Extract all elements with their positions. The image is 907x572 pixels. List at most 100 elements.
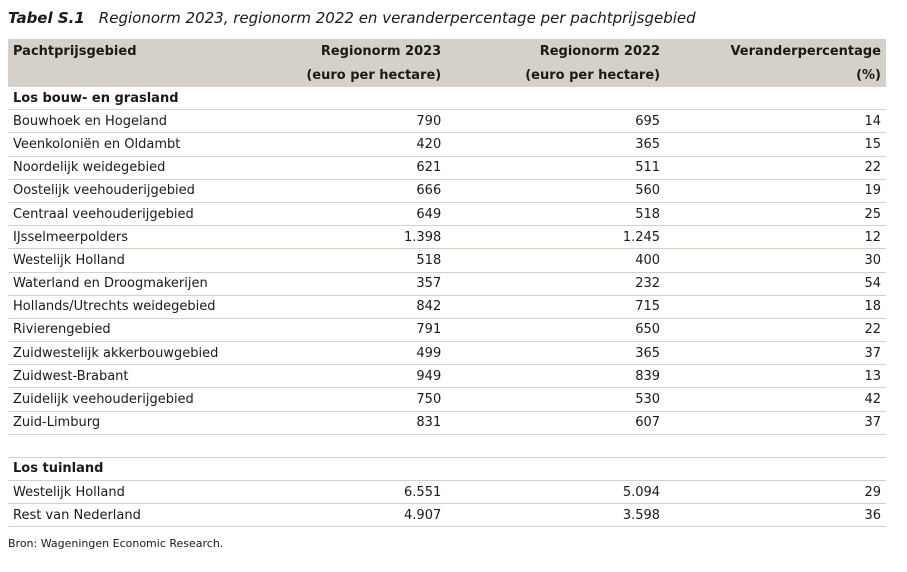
section-title: Los bouw- en grasland [8,87,886,111]
table-number: Tabel S.1 [8,9,85,27]
cell-regionorm-2023: 420 [244,132,447,157]
cell-region: Hollands/Utrechts weidegebied [8,295,245,319]
cell-region: Zuidelijk veehouderijgebied [8,387,245,412]
cell-regionorm-2022: 530 [446,387,666,412]
section-title-row: Los tuinland [8,457,886,482]
cell-percentage: 54 [665,272,886,296]
table-caption: Tabel S.1 Regionorm 2023, regionorm 2022 … [8,9,696,27]
table-row: Veenkoloniën en Oldambt 420 365 15 [8,132,886,157]
header-row-1: Pachtprijsgebied Regionorm 2023 Regionor… [8,39,886,63]
cell-regionorm-2023: 1.398 [244,225,447,250]
header-region-sub [8,63,245,87]
cell-regionorm-2022: 232 [446,272,666,296]
table-body: Los bouw- en grasland Bouwhoek en Hogela… [8,87,886,528]
cell-regionorm-2023: 4.907 [244,503,447,528]
cell-regionorm-2022: 1.245 [446,225,666,250]
cell-regionorm-2023: 518 [244,248,447,273]
cell-regionorm-2022: 560 [446,179,666,203]
cell-region: Zuid-Limburg [8,411,245,435]
cell-regionorm-2022: 650 [446,318,666,343]
cell-regionorm-2023: 750 [244,387,447,412]
table-row: Zuidelijk veehouderijgebied 750 530 42 [8,387,886,412]
header-pct-unit: (%) [665,63,886,87]
table-row: Hollands/Utrechts weidegebied 842 715 18 [8,295,886,319]
cell-regionorm-2023: 357 [244,272,447,296]
cell-region: Rivierengebied [8,318,245,343]
cell-regionorm-2023: 6.551 [244,480,447,505]
table-row: Centraal veehouderijgebied 649 518 25 [8,202,886,227]
table-row: Zuid-Limburg 831 607 37 [8,411,886,435]
cell-regionorm-2022: 839 [446,364,666,389]
source-note: Bron: Wageningen Economic Research. [8,537,224,550]
cell-percentage: 22 [665,318,886,343]
cell-regionorm-2022: 365 [446,341,666,366]
cell-percentage: 42 [665,387,886,412]
cell-region: Noordelijk weidegebied [8,156,245,180]
table-row: Rest van Nederland 4.907 3.598 36 [8,503,886,528]
spacer-cell [8,434,886,458]
header-2022: Regionorm 2022 [446,39,666,63]
cell-percentage: 36 [665,503,886,528]
table-row: Noordelijk weidegebied 621 511 22 [8,156,886,180]
cell-regionorm-2023: 791 [244,318,447,343]
cell-regionorm-2023: 499 [244,341,447,366]
cell-regionorm-2022: 695 [446,109,666,134]
section-title: Los tuinland [8,457,886,482]
cell-percentage: 22 [665,156,886,180]
cell-region: Zuidwest-Brabant [8,364,245,389]
cell-percentage: 30 [665,248,886,273]
header-row-2: (euro per hectare) (euro per hectare) (%… [8,63,886,87]
header-2023-unit: (euro per hectare) [244,63,447,87]
table-row: Zuidwestelijk akkerbouwgebied 499 365 37 [8,341,886,366]
table-row: Westelijk Holland 6.551 5.094 29 [8,480,886,505]
header-2022-unit: (euro per hectare) [446,63,666,87]
cell-regionorm-2023: 666 [244,179,447,203]
table-row: Oostelijk veehouderijgebied 666 560 19 [8,179,886,203]
spacer-row [8,434,886,458]
cell-region: Waterland en Droogmakerijen [8,272,245,296]
section-title-row: Los bouw- en grasland [8,87,886,111]
table-row: Westelijk Holland 518 400 30 [8,248,886,273]
cell-percentage: 14 [665,109,886,134]
cell-region: Westelijk Holland [8,248,245,273]
cell-regionorm-2022: 715 [446,295,666,319]
cell-regionorm-2023: 621 [244,156,447,180]
cell-regionorm-2023: 790 [244,109,447,134]
table-header: Pachtprijsgebied Regionorm 2023 Regionor… [8,39,886,87]
table-title: Regionorm 2023, regionorm 2022 en verand… [98,9,696,27]
cell-regionorm-2023: 649 [244,202,447,227]
table-row: Bouwhoek en Hogeland 790 695 14 [8,109,886,134]
cell-region: Westelijk Holland [8,480,245,505]
cell-percentage: 25 [665,202,886,227]
cell-regionorm-2022: 607 [446,411,666,435]
cell-regionorm-2022: 511 [446,156,666,180]
cell-regionorm-2022: 3.598 [446,503,666,528]
cell-regionorm-2022: 518 [446,202,666,227]
cell-regionorm-2023: 842 [244,295,447,319]
table-row: Rivierengebied 791 650 22 [8,318,886,343]
cell-percentage: 15 [665,132,886,157]
header-region: Pachtprijsgebied [8,39,245,63]
cell-regionorm-2023: 831 [244,411,447,435]
cell-percentage: 18 [665,295,886,319]
header-2023: Regionorm 2023 [244,39,447,63]
cell-region: Veenkoloniën en Oldambt [8,132,245,157]
cell-region: IJsselmeerpolders [8,225,245,250]
cell-region: Rest van Nederland [8,503,245,528]
table-row: Zuidwest-Brabant 949 839 13 [8,364,886,389]
cell-region: Centraal veehouderijgebied [8,202,245,227]
table-row: IJsselmeerpolders 1.398 1.245 12 [8,225,886,250]
cell-percentage: 37 [665,411,886,435]
cell-regionorm-2023: 949 [244,364,447,389]
cell-region: Oostelijk veehouderijgebied [8,179,245,203]
cell-region: Zuidwestelijk akkerbouwgebied [8,341,245,366]
cell-regionorm-2022: 400 [446,248,666,273]
header-pct: Veranderpercentage [665,39,886,63]
cell-percentage: 19 [665,179,886,203]
cell-regionorm-2022: 5.094 [446,480,666,505]
cell-percentage: 29 [665,480,886,505]
cell-region: Bouwhoek en Hogeland [8,109,245,134]
cell-percentage: 13 [665,364,886,389]
cell-percentage: 12 [665,225,886,250]
table-row: Waterland en Droogmakerijen 357 232 54 [8,272,886,296]
